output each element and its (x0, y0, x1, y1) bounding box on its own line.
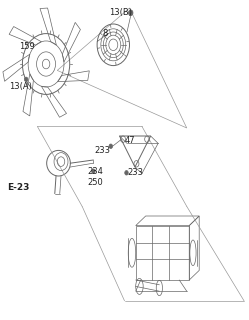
Text: 13(A): 13(A) (9, 82, 32, 91)
Text: 8: 8 (102, 29, 108, 38)
Text: 250: 250 (87, 178, 103, 187)
Text: 47: 47 (124, 136, 135, 145)
Circle shape (125, 171, 128, 175)
Circle shape (92, 169, 95, 173)
Circle shape (109, 144, 113, 148)
Text: 13(B): 13(B) (110, 8, 132, 17)
Text: 233: 233 (127, 168, 143, 177)
Text: 234: 234 (87, 167, 103, 176)
Text: 233: 233 (95, 146, 111, 155)
Text: E-23: E-23 (7, 183, 30, 192)
Text: 159: 159 (19, 42, 34, 51)
Circle shape (128, 10, 133, 16)
Circle shape (24, 77, 28, 82)
